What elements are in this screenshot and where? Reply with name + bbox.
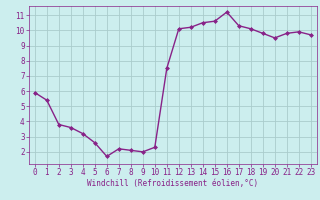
X-axis label: Windchill (Refroidissement éolien,°C): Windchill (Refroidissement éolien,°C) [87, 179, 258, 188]
